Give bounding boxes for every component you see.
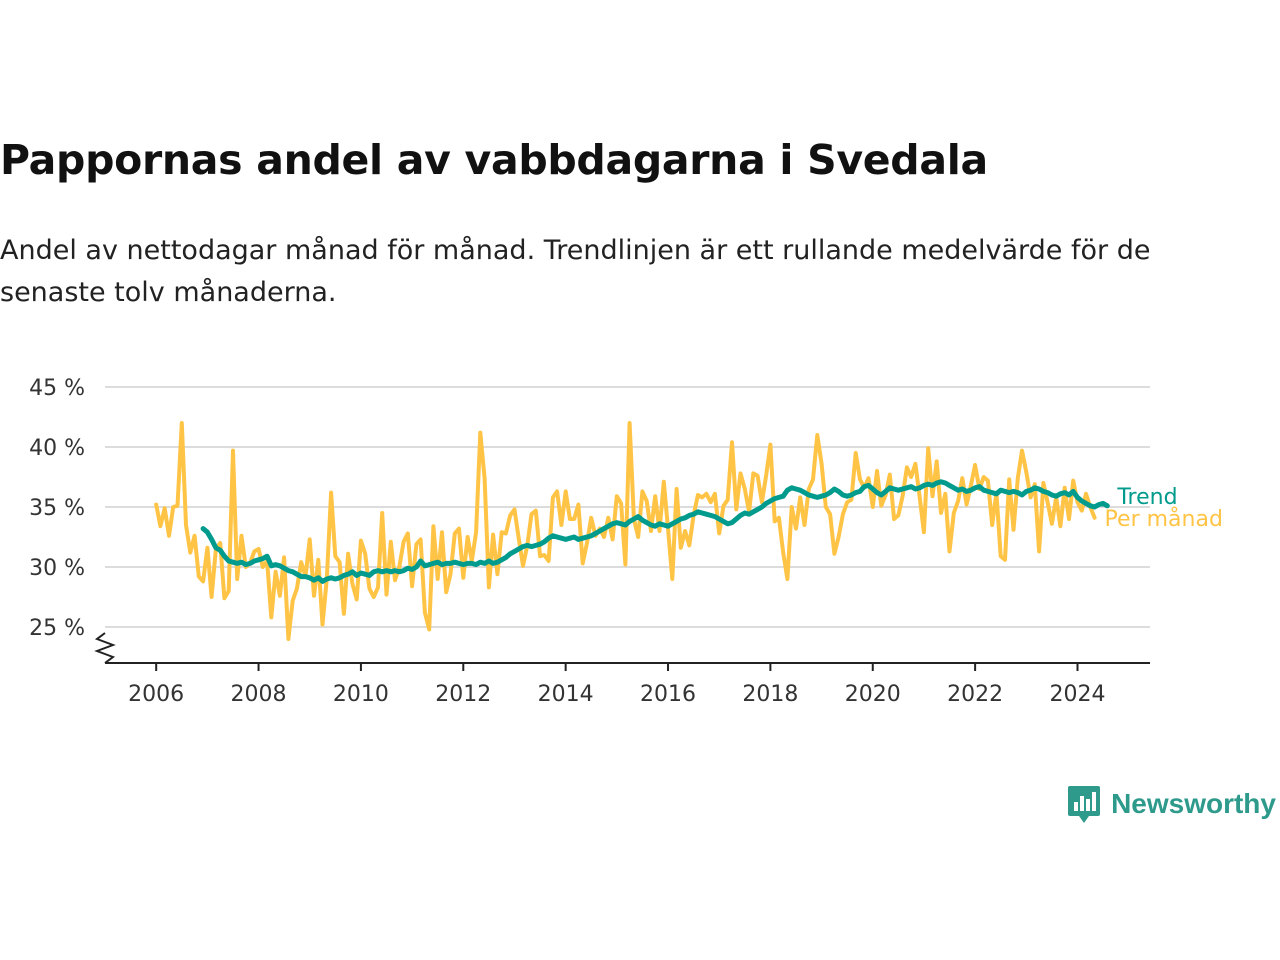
line-chart: 25 % 30 % 35 % 40 % 45 % 2006 2008 2010 2012 201… [29,376,1223,707]
x-tick-label: 2006 [128,682,184,707]
x-tick-label: 2012 [435,682,491,707]
series-label-trend: Trend [1116,485,1177,510]
y-tick-label: 30 % [29,556,85,581]
y-axis-break-icon [94,632,116,664]
y-tick-label: 45 % [29,376,85,401]
y-tick-label: 40 % [29,436,85,461]
y-tick-label: 25 % [29,616,85,641]
x-tick-label: 2018 [742,682,798,707]
brand-name: Newsworthy [1111,788,1276,819]
y-axis-ticks: 25 % 30 % 35 % 40 % 45 % [29,376,85,641]
x-axis: 2006 2008 2010 2012 2014 2016 2018 2020 2022 2024 [94,632,1150,707]
x-tick-label: 2024 [1049,682,1105,707]
y-tick-label: 35 % [29,496,85,521]
x-tick-label: 2016 [640,682,696,707]
x-tick-label: 2022 [947,682,1003,707]
newsworthy-brand: Newsworthy [1067,784,1276,824]
chart-subtitle: Andel av nettodagar månad för månad. Tre… [0,235,1151,308]
series-line-per-månad [154,421,1097,641]
series-label-per-månad: Per månad [1105,506,1223,532]
x-tick-label: 2014 [538,682,594,707]
x-tick-label: 2010 [333,682,389,707]
chart-title: Pappornas andel av vabbdagarna i Svedala [0,136,988,184]
series-lines [154,421,1110,641]
series-line-trend [200,479,1110,584]
x-tick-label: 2008 [231,682,287,707]
newsworthy-logo-icon [1068,786,1101,823]
x-tick-label: 2020 [845,682,901,707]
